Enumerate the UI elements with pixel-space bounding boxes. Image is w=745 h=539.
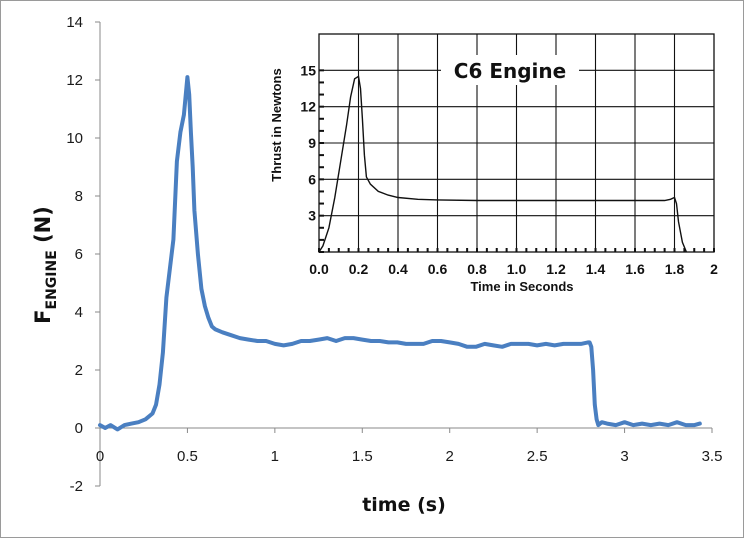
inset-x-tick-label: 0.6 bbox=[428, 261, 448, 277]
main-x-tick-label: 2 bbox=[446, 448, 454, 465]
inset-x-tick-label: 0.8 bbox=[467, 261, 487, 277]
main-y-tick-label: -2 bbox=[70, 478, 83, 495]
main-y-tick-label: 0 bbox=[75, 420, 83, 437]
main-x-axis-title: time (s) bbox=[362, 494, 446, 516]
main-y-tick-label: 4 bbox=[75, 304, 83, 321]
inset-x-tick-label: 0.0 bbox=[309, 261, 329, 277]
inset-x-tick-label: 0.4 bbox=[388, 261, 408, 277]
main-y-axis-title-main: F bbox=[31, 310, 55, 324]
main-axes bbox=[95, 21, 713, 487]
main-y-tick-label: 6 bbox=[75, 246, 83, 263]
inset-y-tick-label: 3 bbox=[308, 208, 316, 224]
inset-x-tick-label: 0.2 bbox=[349, 261, 369, 277]
inset-x-tick-label: 1.0 bbox=[507, 261, 527, 277]
inset-y-tick-label: 15 bbox=[300, 62, 316, 78]
main-x-tick-label: 2.5 bbox=[527, 448, 548, 465]
inset-y-tick-labels: 3 6 9 12 15 bbox=[300, 62, 316, 223]
inset-x-tick-label: 2 bbox=[710, 261, 718, 277]
main-y-tick-label: 14 bbox=[66, 14, 83, 31]
inset-title: C6 Engine bbox=[454, 59, 566, 83]
main-y-axis-title-sub: ENGINE bbox=[44, 250, 60, 309]
main-y-axis-title-unit: (N) bbox=[31, 206, 55, 250]
main-y-axis-title: FENGINE (N) bbox=[31, 206, 60, 324]
main-x-tick-label: 0 bbox=[96, 448, 104, 465]
main-series-line bbox=[98, 75, 702, 432]
main-x-tick-label: 0.5 bbox=[177, 448, 198, 465]
inset-x-tick-labels: 0.0 0.2 0.4 0.6 0.8 1.0 1.2 1.4 1.6 1.8 2 bbox=[309, 261, 718, 277]
main-x-tick-label: 1 bbox=[271, 448, 279, 465]
main-x-tick-label: 3.5 bbox=[702, 448, 723, 465]
inset-y-axis-title: Thrust in Newtons bbox=[269, 68, 284, 181]
main-y-tick-label: 12 bbox=[66, 72, 83, 89]
inset-x-tick-label: 1.4 bbox=[586, 261, 606, 277]
main-y-tick-labels: -2 0 2 4 6 8 10 12 14 bbox=[66, 14, 83, 495]
main-x-tick-labels: 0 0.5 1 1.5 2 2.5 3 3.5 bbox=[96, 448, 723, 465]
inset-y-tick-label: 9 bbox=[308, 135, 316, 151]
main-y-tick-label: 8 bbox=[75, 188, 83, 205]
inset-title-box bbox=[441, 55, 579, 85]
inset-x-axis-title: Time in Seconds bbox=[470, 279, 573, 294]
inset-y-tick-label: 12 bbox=[300, 99, 316, 115]
main-x-tick-label: 3 bbox=[620, 448, 628, 465]
inset-x-tick-label: 1.8 bbox=[665, 261, 685, 277]
main-x-tick-label: 1.5 bbox=[352, 448, 373, 465]
inset-x-tick-label: 1.6 bbox=[625, 261, 645, 277]
main-y-tick-label: 2 bbox=[75, 362, 83, 379]
inset-y-tick-label: 6 bbox=[308, 171, 316, 187]
inset-x-tick-label: 1.2 bbox=[546, 261, 566, 277]
inset-series-line bbox=[318, 75, 688, 253]
main-y-tick-label: 10 bbox=[66, 130, 83, 147]
